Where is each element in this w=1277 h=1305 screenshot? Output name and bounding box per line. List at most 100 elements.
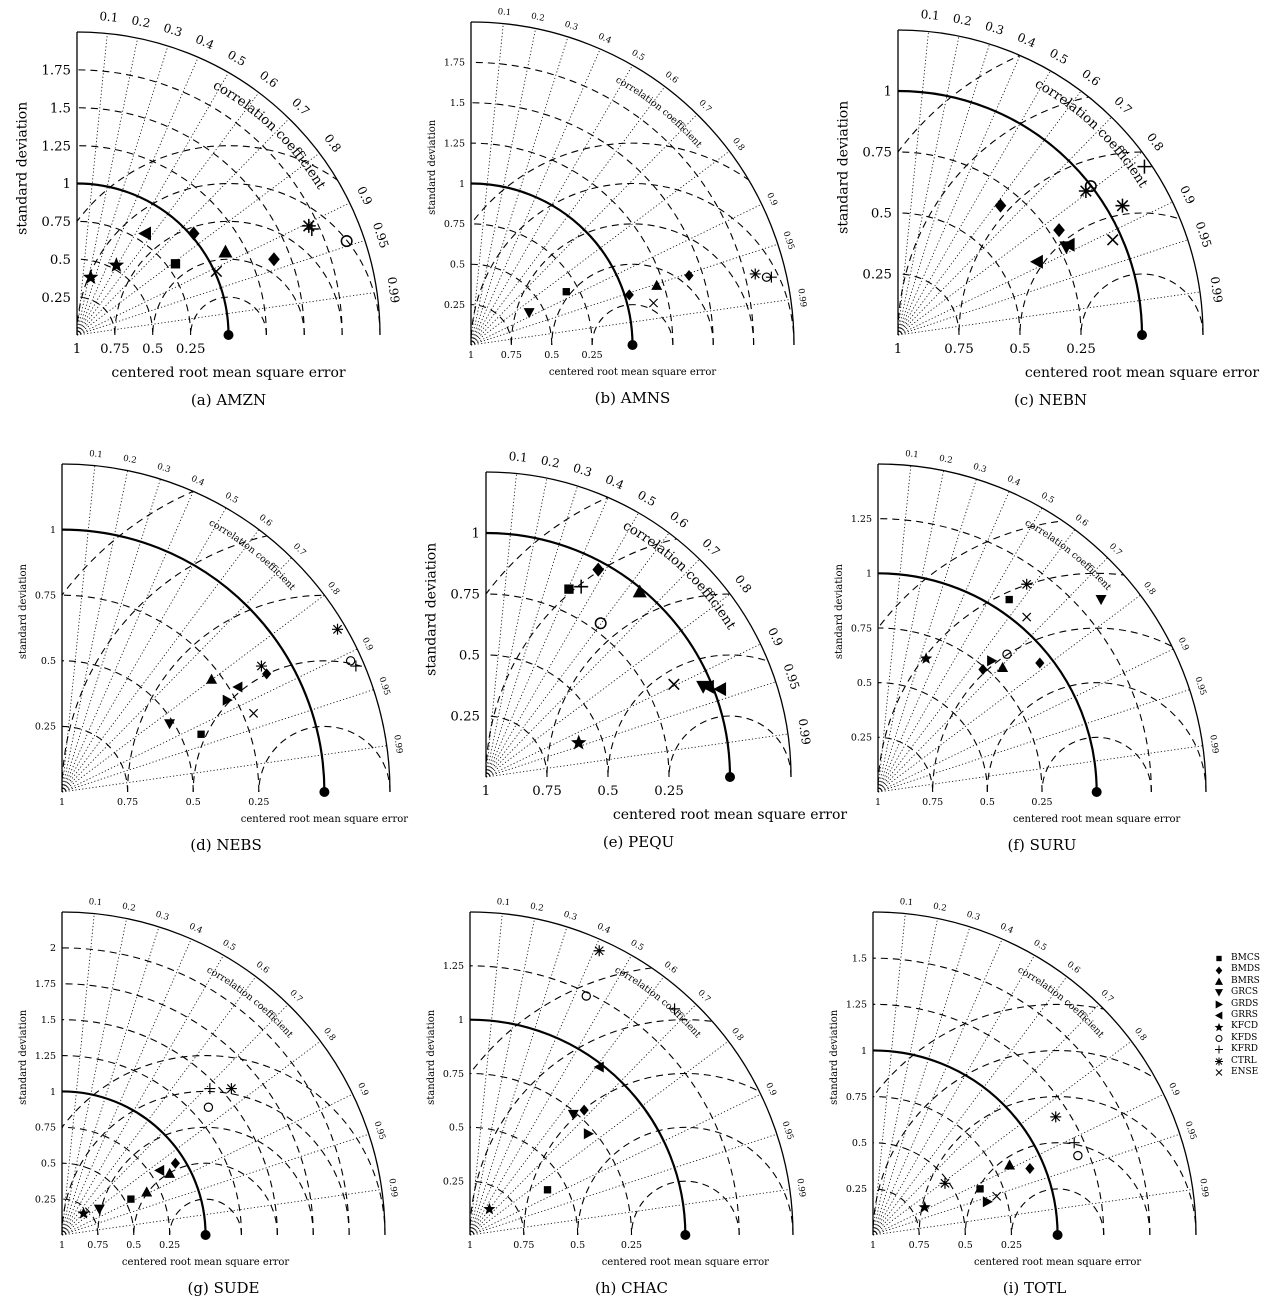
data-point-bmrs [206,674,217,684]
data-point-kfrd [1069,1137,1080,1148]
rms-arc [431,143,835,345]
taylor-panel-1: 0.250.50.7511.251.51.751 0.75 0.5 0.250.1 0.… [15,9,418,409]
std-dev-arc [77,108,304,335]
legend-label: GRDS [1231,999,1258,1010]
outer-arc [486,472,791,777]
legend-marker-ense [1213,1067,1225,1078]
correlation-tick-label: 0.9 [355,1081,370,1098]
correlation-tick-label: 0.1 [920,7,940,23]
data-point-ctrl [1050,1111,1061,1122]
correlation-ray [62,479,160,792]
rms-arcs [26,1056,385,1235]
legend-item: KFRD [1213,1044,1275,1055]
reference-arc [77,184,229,336]
std-dev-arc [77,259,153,335]
correlation-tick-label: 0.9 [1166,1081,1181,1098]
reference-point [1053,1230,1063,1240]
data-point-bmds [978,664,987,675]
legend-label: GRRS [1231,1010,1258,1021]
outer-arc [62,464,390,792]
rms-tick-label: 1 [468,350,474,361]
correlation-tick-label: 0.3 [983,19,1005,38]
data-point-ctrl [256,661,267,672]
rms-arc [933,628,1261,792]
std-tick-label: 0.25 [851,733,872,744]
correlation-tick-label: 0.99 [1207,734,1220,754]
correlation-ray [898,292,1200,335]
correlation-tick-label: 0.3 [571,461,593,480]
correlation-tick-label: 0.4 [603,472,626,492]
correlation-tick-label: 0.2 [932,901,947,913]
rms-arc [959,152,1277,335]
correlation-tick-label: 0.7 [287,988,304,1005]
std-tick-label: 0.25 [444,300,465,311]
correlation-ray [62,1134,369,1235]
reference-point [224,330,234,340]
correlation-tick-label: 0.9 [1177,183,1198,206]
reference-point [628,340,638,350]
rms-tick-label: 1 [875,797,881,808]
correlation-tick-label: 0.3 [965,910,981,924]
correlation-ray [62,491,193,792]
correlation-ray [486,559,700,777]
std-tick-label: 1.75 [444,58,465,69]
correlation-ray [898,71,1051,335]
data-point-ctrl [332,624,343,635]
rms-tick-label: 0.25 [1001,1240,1022,1251]
legend-marker-shape [1215,1046,1223,1054]
rms-tick-label: 1 [467,1240,473,1251]
std-dev-arc [62,595,259,792]
data-point-bmcs [544,1186,551,1193]
data-point-kfrd [574,580,588,594]
correlation-label-path [1017,971,1131,1081]
rms-tick-label: 0.5 [980,797,995,808]
reference-arc [873,1050,1058,1235]
legend-label: BMRS [1231,976,1260,987]
std-tick-label: 0.75 [851,623,872,634]
data-point-ctrl [750,268,761,279]
std-tick-label: 1.25 [851,514,872,525]
rms-tick-label: 0.75 [909,1240,930,1251]
correlation-tick-label: 0.3 [156,462,172,476]
correlation-axis-label: correlation coefficient [1016,964,1106,1040]
legend: BMCS BMDS BMRS GRCS GRDS GRRS KFCD KFDS … [1213,953,1275,1078]
rms-arcs [39,146,418,335]
x-axis-title: centered root mean square error [613,807,847,823]
correlation-ray [486,644,761,777]
correlation-tick-label: 0.5 [1047,46,1070,68]
legend-marker-shape [1216,966,1223,974]
correlation-tick-label: 0.8 [321,131,344,155]
std-dev-arc [62,1020,277,1235]
correlation-tick-label: 0.8 [1141,580,1157,597]
data-point-kfds [582,992,590,1000]
data-point-grrs [154,1165,164,1176]
rms-tick-label: 0.25 [582,350,603,361]
correlation-tick-label: 0.1 [496,897,510,908]
rms-tick-label: 0.25 [248,797,269,808]
std-tick-label: 0.5 [50,253,71,268]
data-point-kfds [595,618,606,629]
correlation-tick-label: 0.9 [354,184,375,207]
data-point-grcs [1096,595,1107,605]
std-tick-label: 0.25 [450,710,480,725]
std-tick-label: 0.25 [846,1184,867,1195]
data-point-ense [993,1192,1001,1200]
legend-label: KFDS [1231,1033,1257,1044]
x-axis-title: centered root mean square error [111,365,345,381]
taylor-panel-7: 0.250.50.7511.251.51.7521 0.75 0.5 0.250.1 0… [18,897,399,1297]
legend-marker-shape [1216,1000,1223,1008]
data-point-bmds [1035,657,1044,668]
taylor-panel-9: 0.250.50.7511.251.51 0.75 0.5 0.250.1 0.20.3… [827,897,1277,1297]
correlation-tick-label: 0.7 [289,95,312,118]
correlation-ray [62,939,191,1235]
data-point-grrs [232,682,242,693]
correlation-tick-label: 0.9 [765,625,786,648]
correlation-label-path [615,81,729,191]
correlation-ray [62,746,387,792]
correlation-tick-label: 0.95 [372,1120,387,1141]
std-tick-label: 0.25 [35,1194,56,1205]
correlation-tick-label: 0.1 [905,449,919,460]
correlation-axis-label: correlation coefficient [205,964,295,1040]
data-point-bmds [1053,223,1065,237]
